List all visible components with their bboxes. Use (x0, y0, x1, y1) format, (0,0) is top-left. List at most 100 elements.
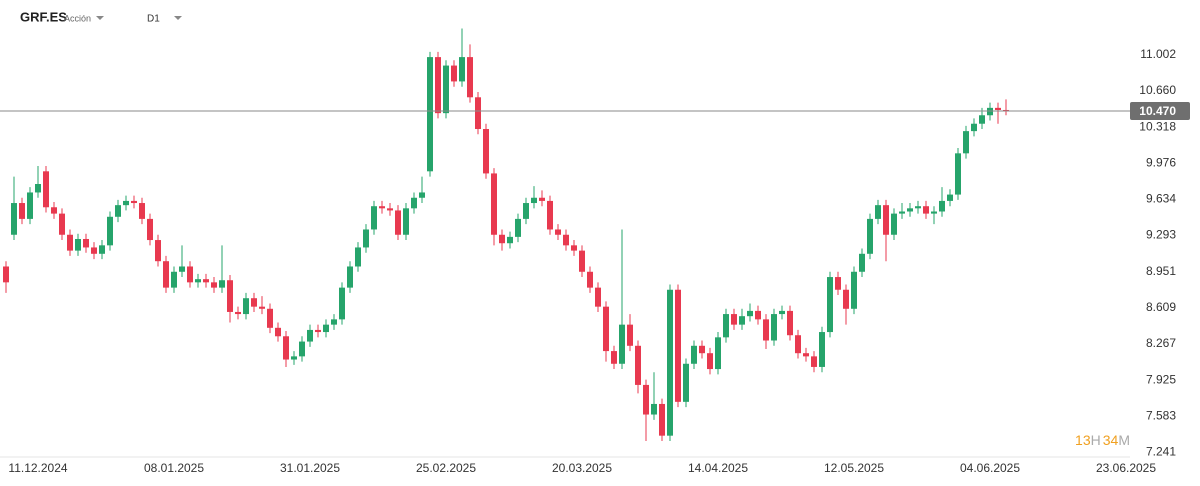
candle-body (587, 271, 593, 288)
candle-body (715, 337, 721, 370)
candle-body (3, 266, 9, 283)
candle-body (363, 229, 369, 248)
candle-body (659, 403, 665, 436)
timeframe: D1 (147, 14, 160, 25)
candle-body (787, 310, 793, 336)
x-tick-label: 14.04.2025 (688, 461, 748, 475)
candle-body (27, 192, 33, 219)
candle-body (971, 123, 977, 132)
last-price-box (1130, 102, 1190, 121)
timer-h: H (1091, 432, 1101, 448)
candle-body (755, 310, 761, 320)
y-tick-label: 9.976 (1146, 155, 1176, 169)
candle-body (115, 205, 121, 217)
candle-body (539, 197, 545, 201)
candle-body (411, 197, 417, 209)
candle-body (483, 129, 489, 174)
last-price-label: 10.470 (1139, 104, 1176, 118)
candle-body (179, 266, 185, 272)
candle-body (35, 184, 41, 193)
candle-body (683, 363, 689, 402)
candle-body (803, 353, 809, 357)
y-tick-label: 8.951 (1146, 264, 1176, 278)
candle-body (443, 65, 449, 114)
timer-minutes: 34 (1103, 432, 1119, 448)
candle-body (995, 107, 1001, 110)
candle-body (739, 316, 745, 325)
candle-timer: 13H 34M (1075, 432, 1130, 448)
candle-body (675, 289, 681, 402)
candle-body (347, 266, 353, 288)
candle-body (795, 335, 801, 354)
candle-body (491, 173, 497, 235)
candle-body (699, 345, 705, 354)
candle-body (171, 271, 177, 288)
candle-body (963, 131, 969, 154)
candle-body (811, 356, 817, 367)
candle-body (195, 279, 201, 283)
candle-body (307, 329, 313, 342)
y-tick-label: 7.241 (1146, 445, 1176, 459)
candle-body (875, 205, 881, 219)
candle-body (451, 65, 457, 82)
candle-body (899, 211, 905, 214)
candle-body (531, 197, 537, 204)
candle-body (555, 229, 561, 235)
candle-body (123, 200, 129, 206)
candle-body (955, 153, 961, 195)
candle-body (907, 208, 913, 212)
candle-body (403, 208, 409, 235)
y-tick-label: 10.318 (1139, 119, 1176, 133)
candle-body (315, 329, 321, 333)
timer-hours: 13 (1075, 432, 1091, 448)
y-tick-label: 9.634 (1146, 192, 1176, 206)
candle-body (203, 279, 209, 283)
kind-dropdown[interactable] (96, 16, 104, 20)
candle-body (275, 327, 281, 337)
candle-body (83, 238, 89, 248)
candle-body (731, 314, 737, 325)
candle-body (571, 245, 577, 251)
candle-body (291, 356, 297, 360)
candle-body (355, 247, 361, 267)
x-tick-label: 04.06.2025 (960, 461, 1020, 475)
candle-body (883, 205, 889, 235)
candle-body (987, 107, 993, 116)
candle-body (43, 171, 49, 208)
y-tick-label: 7.925 (1146, 372, 1176, 386)
candle-body (819, 332, 825, 367)
candle-body (59, 213, 65, 235)
candle-body (259, 306, 265, 309)
candle-body (435, 57, 441, 114)
candle-body (211, 282, 217, 288)
candle-body (75, 238, 81, 251)
candle-body (387, 208, 393, 211)
candle-body (467, 57, 473, 98)
candle-body (923, 206, 929, 214)
candle-body (187, 266, 193, 283)
y-tick-label: 8.609 (1146, 300, 1176, 314)
candle-body (395, 210, 401, 235)
candle-body (891, 213, 897, 235)
candle-body (1003, 109, 1009, 112)
candle-body (475, 97, 481, 130)
candle-body (947, 194, 953, 201)
candle-body (147, 218, 153, 241)
candle-body (379, 206, 385, 209)
candle-body (691, 345, 697, 364)
candle-body (91, 247, 97, 254)
candle-body (547, 200, 553, 230)
candle-body (459, 57, 465, 82)
timeframe-dropdown[interactable] (174, 16, 182, 20)
candle-body (843, 289, 849, 309)
candle-body (515, 218, 521, 237)
candle-body (827, 277, 833, 333)
candle-body (251, 298, 257, 307)
candle-body (299, 341, 305, 357)
candle-body (635, 345, 641, 385)
candle-body (779, 310, 785, 315)
candle-body (427, 57, 433, 172)
candle-body (619, 324, 625, 364)
candle-body (651, 403, 657, 415)
